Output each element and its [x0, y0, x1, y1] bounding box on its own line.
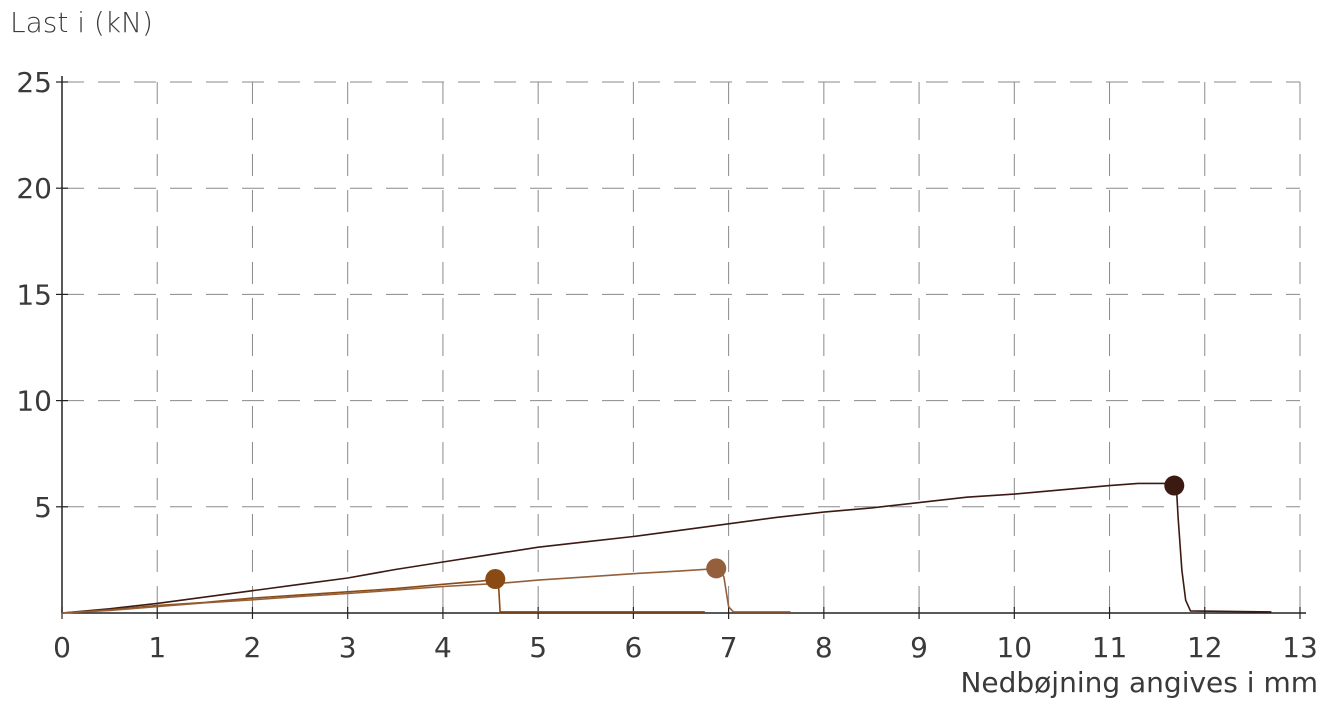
x-tick-label: 0: [53, 631, 71, 664]
series-line-2: [61, 578, 705, 614]
x-tick-label: 11: [1092, 631, 1128, 664]
y-tick-label: 25: [16, 66, 52, 99]
x-tick-label: 1: [148, 631, 166, 664]
x-tick-label: 3: [339, 631, 357, 664]
x-tick-label: 5: [529, 631, 547, 664]
x-tick-label: 2: [244, 631, 262, 664]
y-tick-label: 5: [34, 491, 52, 524]
x-tick-label: 9: [910, 631, 928, 664]
x-tick-label: 6: [624, 631, 642, 664]
x-tick-label: 8: [815, 631, 833, 664]
x-tick-label: 13: [1282, 631, 1318, 664]
series-line-3: [61, 567, 791, 614]
y-axis-label: Last i (kN): [10, 6, 153, 39]
y-tick-label: 20: [16, 172, 52, 205]
series-line-1: [61, 482, 1272, 614]
x-tick-label: 4: [434, 631, 452, 664]
peak-marker-2: [485, 569, 506, 590]
x-axis-label: Nedbøjning angives i mm: [960, 666, 1318, 699]
x-tick-label: 10: [996, 631, 1032, 664]
y-tick-label: 15: [16, 278, 52, 311]
peak-marker-3: [706, 558, 727, 579]
peak-marker-1: [1164, 475, 1185, 496]
x-tick-label: 12: [1187, 631, 1223, 664]
y-tick-label: 10: [16, 385, 52, 418]
x-tick-label: 7: [720, 631, 738, 664]
